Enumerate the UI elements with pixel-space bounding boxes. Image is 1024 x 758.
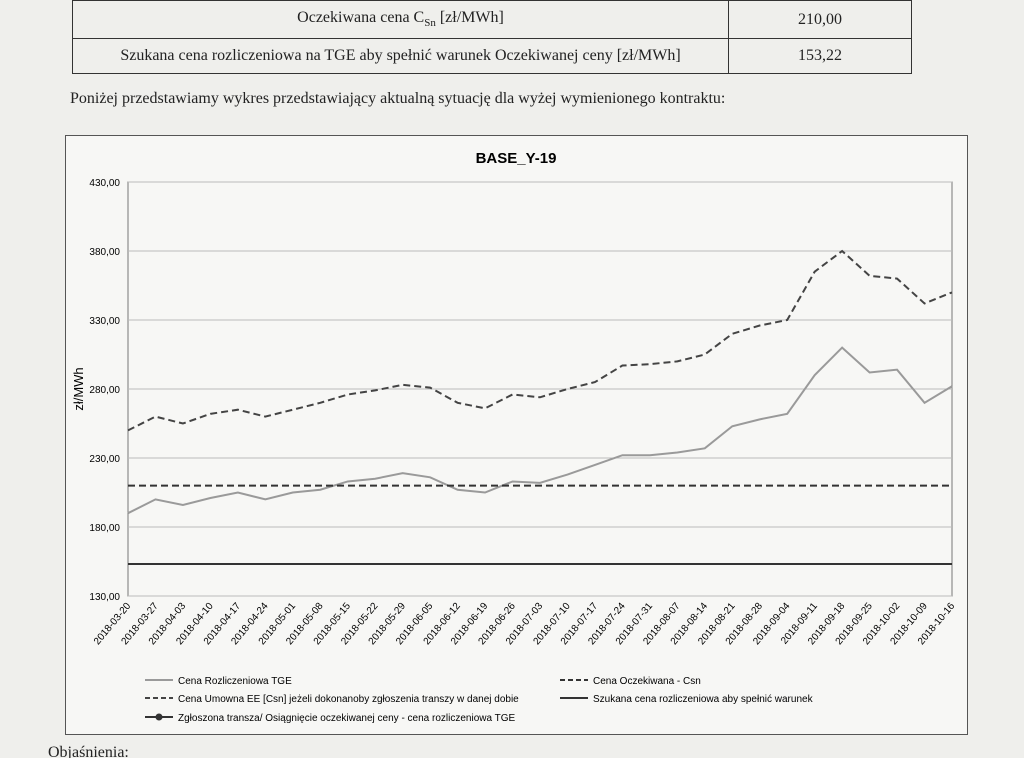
legend-label: Cena Umowna EE [Csn] jeżeli dokonanoby z… (178, 694, 519, 705)
table-value: 210,00 (728, 0, 912, 39)
footer-text: Objaśnienia: (48, 744, 129, 758)
y-tick-label: 180,00 (89, 523, 120, 534)
table-label: Oczekiwana cena CSn [zł/MWh] (72, 0, 729, 39)
table-row: Oczekiwana cena CSn [zł/MWh] 210,00 (72, 0, 912, 39)
chart: BASE_Y-19 zł/MWh 130,00 180,00 230,00 280,0… (65, 135, 968, 735)
y-tick-label: 130,00 (89, 592, 120, 603)
legend-label: Szukana cena rozliczeniowa aby spełnić w… (593, 694, 814, 705)
label-sub: Sn (424, 17, 436, 30)
legend-label: Cena Oczekiwana - Csn (593, 676, 701, 687)
table-row: Szukana cena rozliczeniowa na TGE aby sp… (72, 38, 912, 74)
legend-label: Cena Rozliczeniowa TGE (178, 676, 292, 687)
price-table: Oczekiwana cena CSn [zł/MWh] 210,00 Szuk… (72, 0, 912, 74)
legend-label: Zgłoszona transza/ Osiągnięcie oczekiwan… (178, 713, 516, 724)
label-text: [zł/MWh] (435, 9, 504, 27)
table-label: Szukana cena rozliczeniowa na TGE aby sp… (72, 38, 729, 74)
label-text: Oczekiwana cena C (297, 9, 425, 27)
y-tick-label: 380,00 (89, 247, 120, 258)
y-tick-label: 430,00 (89, 178, 120, 189)
series-line (127, 249, 953, 432)
chart-title: BASE_Y-19 (476, 150, 557, 167)
legend-marker (155, 713, 163, 721)
paragraph: Poniżej przedstawiamy wykres przedstawia… (70, 90, 726, 107)
y-axis-label: zł/MWh (71, 367, 86, 410)
y-tick-label: 330,00 (89, 316, 120, 327)
y-tick-label: 280,00 (89, 385, 120, 396)
chart-frame (65, 135, 968, 735)
series-line (127, 346, 953, 515)
table-value: 153,22 (728, 38, 912, 74)
y-tick-label: 230,00 (89, 454, 120, 465)
label-text: Szukana cena rozliczeniowa na TGE aby sp… (120, 47, 681, 64)
